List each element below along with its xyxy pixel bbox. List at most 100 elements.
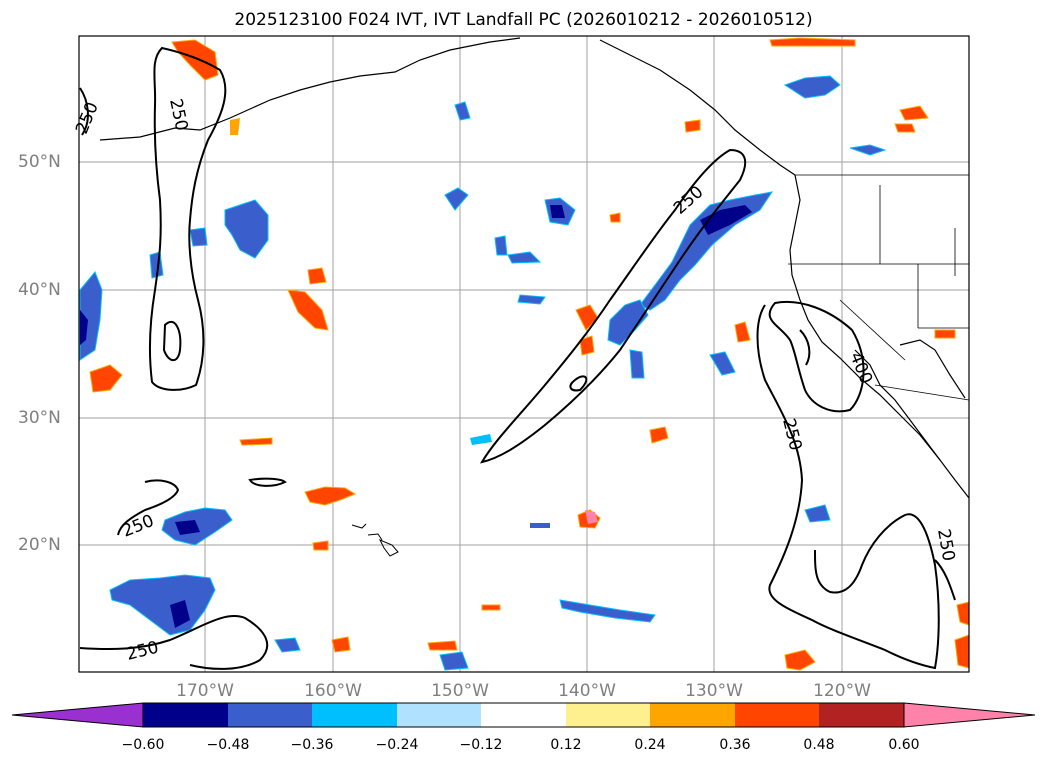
colorbar-outline (142, 702, 905, 728)
blob-pos (934, 329, 956, 339)
lon-label: 150°W (431, 681, 489, 701)
colorbar-tick: 0.48 (803, 737, 835, 753)
positive-anomalies (89, 37, 970, 671)
blob-pos (481, 604, 501, 611)
ivt-contours (79, 46, 956, 670)
blob-neg (607, 299, 649, 346)
us-mexico-border (874, 384, 970, 401)
blob-neg (470, 434, 492, 445)
blob-neg-core (700, 205, 752, 235)
blob-pos (304, 486, 357, 506)
lat-label: 50°N (18, 152, 61, 172)
blob-neg (274, 637, 301, 653)
borders (788, 174, 970, 401)
blob-pos (734, 321, 751, 343)
contour-250-se (934, 559, 956, 601)
island-oahu (367, 533, 383, 541)
colorbar-tick: 0.24 (634, 737, 666, 753)
contour-250-ar (479, 148, 747, 464)
blob-pos (89, 364, 123, 393)
blob-neg (189, 227, 208, 247)
colorbar-bin (650, 703, 735, 727)
colorbar-bin (481, 703, 566, 727)
colorbar-extend-low (11, 702, 144, 728)
blob-pos (684, 119, 701, 133)
blob-neg (629, 349, 645, 379)
lat-label: 40°N (18, 280, 61, 300)
blob-pos (894, 123, 916, 133)
lat-label: 30°N (18, 408, 61, 428)
blob-neg (530, 523, 550, 528)
aleutian-coast (99, 37, 521, 141)
blob-pos (287, 289, 329, 331)
colorbar-bin (397, 703, 481, 727)
blob-neg (494, 235, 508, 256)
baja-coast (854, 349, 941, 461)
colorbar-tick: 0.12 (550, 737, 582, 753)
contour-250-south (79, 615, 269, 670)
blob-neg-core (175, 520, 200, 535)
hawaii (351, 523, 399, 557)
colorbar-bin (735, 703, 819, 727)
colorbar-tick: −0.60 (121, 737, 165, 753)
colorbar-tick: −0.48 (206, 737, 250, 753)
blob-pos (784, 649, 816, 671)
lon-label: 120°W (813, 681, 871, 701)
colorbar-bin (228, 703, 312, 727)
blob-pos (579, 335, 595, 356)
blob-neg-core (170, 600, 190, 628)
blob-neg (804, 504, 831, 523)
lat-label: 20°N (18, 535, 61, 555)
blob-neg (507, 251, 542, 264)
blob-pos (427, 640, 458, 651)
map-frame (78, 35, 970, 673)
gulf-california (899, 339, 966, 399)
chart-title: 2025123100 F024 IVT, IVT Landfall PC (20… (234, 10, 813, 30)
lon-label: 170°W (176, 681, 234, 701)
colorbar-tick: −0.36 (290, 737, 334, 753)
graticule (79, 36, 969, 672)
blob-pos-core (585, 510, 598, 524)
contour-400-socal (768, 300, 865, 413)
map-background (79, 36, 969, 672)
contour-250-east (756, 304, 940, 670)
blob-pos (649, 426, 669, 444)
colorbar-bin (566, 703, 650, 727)
blob-neg (224, 199, 269, 259)
blob-neg (849, 144, 887, 156)
colorbar-bin (143, 703, 228, 727)
colorbar (11, 702, 1036, 728)
lon-label: 130°W (685, 681, 743, 701)
contour-250-sw (117, 479, 180, 536)
blob-pos (609, 212, 621, 223)
blob-pos (312, 540, 329, 551)
colorbar-tick: 0.36 (719, 737, 751, 753)
colorbar-tick: 0.60 (888, 737, 920, 753)
contour-250-west-inner (162, 320, 182, 362)
blob-neg (444, 187, 469, 211)
lon-label: 140°W (558, 681, 616, 701)
blob-neg (709, 351, 736, 376)
ca-nv-border (839, 299, 906, 361)
negative-anomalies (79, 75, 887, 671)
blob-pos (230, 118, 240, 135)
island-kauai (351, 523, 367, 529)
colorbar-bin (312, 703, 397, 727)
contour-250-edge (79, 87, 89, 136)
na-west-coast (599, 39, 970, 499)
blob-pos (769, 37, 856, 47)
blob-neg-core (550, 205, 565, 218)
blob-pos (331, 636, 351, 653)
blob-pos (899, 105, 929, 121)
blob-pos (239, 437, 273, 446)
blob-pos (307, 267, 327, 285)
coastlines (99, 37, 970, 499)
contour-250-ar-inner (569, 375, 588, 392)
blob-pos (171, 39, 219, 81)
contour-250-west (148, 46, 227, 391)
colorbar-extend-high (903, 702, 1036, 728)
blob-neg (559, 599, 656, 623)
lon-label: 160°W (304, 681, 362, 701)
blob-neg (439, 651, 469, 671)
